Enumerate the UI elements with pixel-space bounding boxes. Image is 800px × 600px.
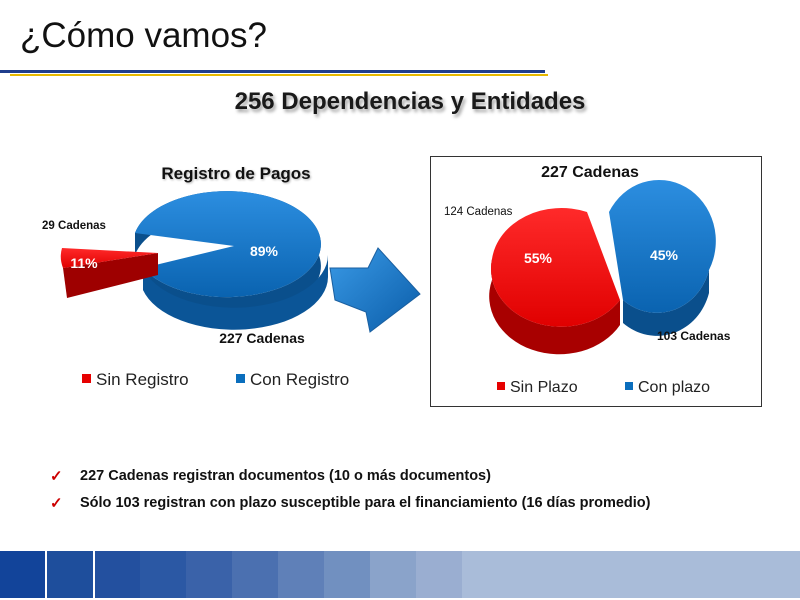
footer-block [45, 551, 47, 598]
title-underline-gold [10, 74, 548, 76]
chart-2-annotation-con-plazo: 103 Cadenas [657, 329, 731, 343]
chart-1-slice-con-registro-side-front [143, 255, 328, 330]
footer-block [278, 551, 324, 598]
chart-1-slice-sin-registro [60, 248, 158, 268]
check-icon: ✓ [50, 468, 63, 485]
check-icon: ✓ [50, 495, 63, 512]
bullet-list: ✓ 227 Cadenas registran documentos (10 o… [50, 468, 650, 522]
chart-2-legend-label-sin-plazo: Sin Plazo [510, 379, 578, 396]
chart-1-legend: Sin Registro Con Registro [82, 370, 349, 389]
footer-block [186, 551, 232, 598]
arrow-icon [329, 247, 421, 333]
footer-block [416, 551, 462, 598]
chart-1-slice-con-registro [135, 191, 321, 298]
footer-color-band [0, 551, 800, 598]
chart-2-slice-con-plazo [609, 179, 716, 313]
chart-2-legend-swatch-sin-plazo [497, 382, 505, 390]
chart-1-label-con-registro: 89% [250, 243, 279, 259]
title-underline-blue [0, 70, 545, 73]
footer-block [462, 551, 800, 598]
footer-block [47, 551, 93, 598]
chart-2-pie [489, 179, 716, 355]
footer-block [95, 551, 140, 598]
bullet-item: ✓ Sólo 103 registran con plazo susceptib… [50, 495, 651, 512]
bullet-text: Sólo 103 registran con plazo susceptible… [80, 495, 651, 511]
footer-block [232, 551, 278, 598]
footer-block [140, 551, 186, 598]
chart-1-legend-label-con-registro: Con Registro [250, 370, 349, 389]
chart-2-annotation-sin-plazo: 124 Cadenas [444, 206, 513, 218]
chart-2-slice-sin-plazo [490, 208, 620, 327]
chart-2-label-con-plazo: 45% [650, 247, 679, 263]
chart-1-annotation-sin-registro: 29 Cadenas [42, 220, 106, 232]
chart-2-title: 227 Cadenas [541, 164, 639, 181]
charts-area: Registro de Pagos 11% 89% 29 Cadenas 227… [42, 156, 762, 407]
footer-block [324, 551, 370, 598]
chart-2-legend-swatch-con-plazo [625, 382, 633, 390]
footer-block [93, 551, 95, 598]
chart-1-legend-label-sin-registro: Sin Registro [96, 370, 189, 389]
chart-2-slice-sin-plazo-side [489, 259, 620, 355]
footer-block [370, 551, 416, 598]
chart-1-title: Registro de Pagos [161, 164, 310, 183]
slide-title: ¿Cómo vamos? [20, 16, 268, 55]
chart-2-slice-con-plazo-side [623, 270, 709, 336]
chart-1-label-sin-registro: 11% [70, 255, 98, 271]
chart-1-pie [60, 191, 328, 330]
slide-subtitle: 256 Dependencias y Entidades [234, 88, 586, 115]
bullet-text: 227 Cadenas registran documentos (10 o m… [80, 468, 491, 484]
chart-1-legend-swatch-sin-registro [82, 374, 91, 383]
chart-2-legend-label-con-plazo: Con plazo [638, 379, 710, 396]
chart-1-legend-swatch-con-registro [236, 374, 245, 383]
chart-2-label-sin-plazo: 55% [524, 250, 553, 266]
footer-block [0, 551, 45, 598]
chart-1-annotation-con-registro: 227 Cadenas [219, 330, 305, 346]
chart-2-legend: Sin Plazo Con plazo [497, 379, 710, 396]
bullet-item: ✓ 227 Cadenas registran documentos (10 o… [50, 468, 650, 485]
